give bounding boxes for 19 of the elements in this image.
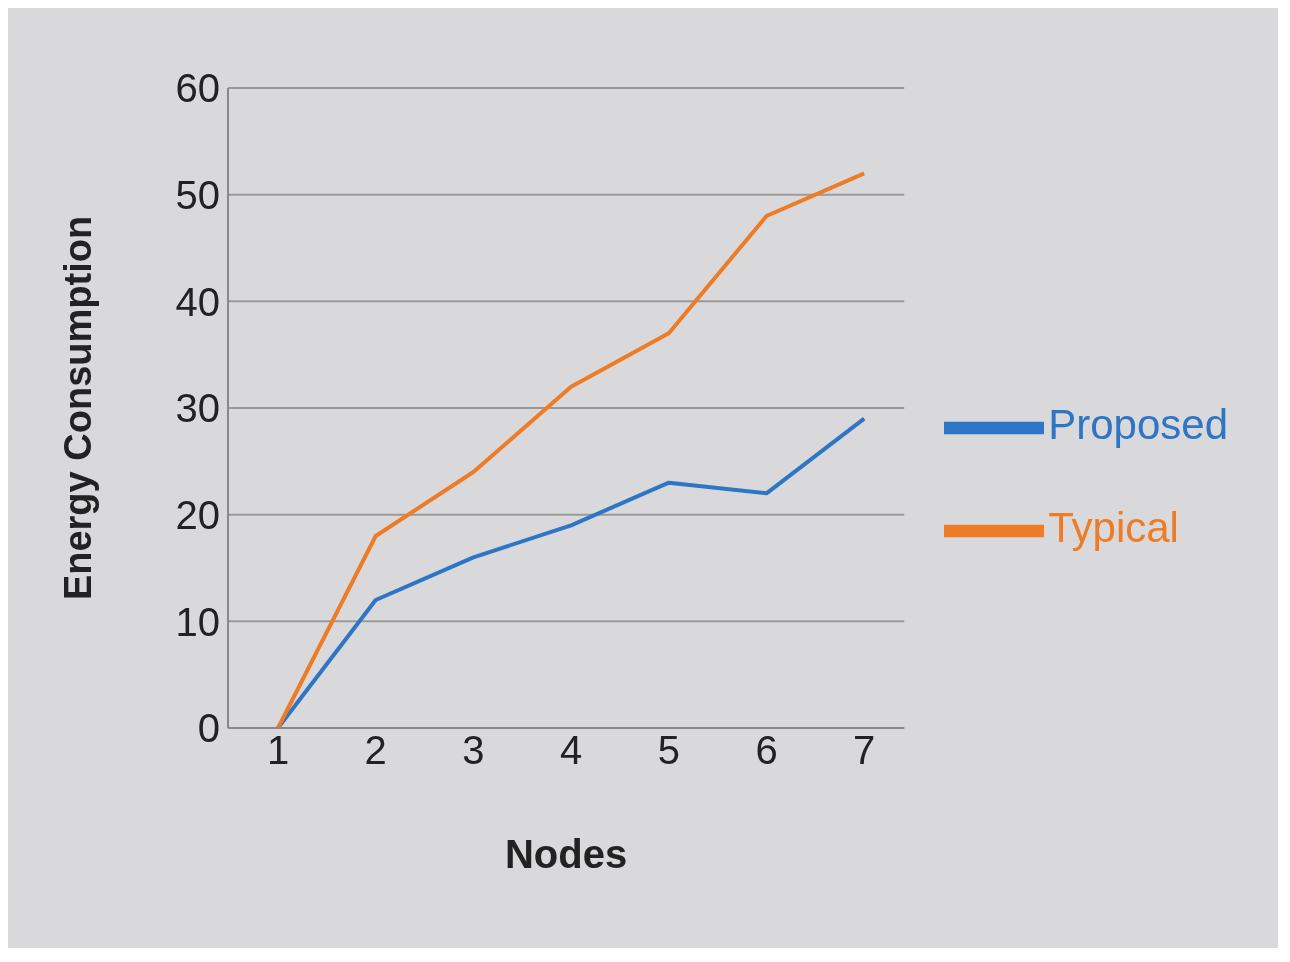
x-tick-label: 5 [657, 728, 680, 773]
y-axis-title: Energy Consumption [57, 215, 100, 601]
legend-label: Typical [1048, 504, 1179, 551]
x-tick-label: 1 [266, 728, 290, 773]
x-axis-title: Nodes [504, 832, 628, 876]
x-tick-label: 4 [559, 728, 583, 773]
y-tick-label: 50 [175, 172, 220, 217]
legend-label: Proposed [1048, 401, 1228, 449]
x-tick-label: 2 [364, 728, 387, 773]
y-tick-label: 0 [197, 706, 220, 751]
y-tick-label: 40 [175, 279, 220, 324]
x-tick-label: 6 [755, 728, 778, 773]
y-tick-label: 30 [175, 386, 220, 431]
line-series [276, 171, 867, 728]
y-tick-label: 10 [175, 599, 220, 644]
x-tick-label: 3 [462, 728, 485, 773]
y-tick-label: 60 [175, 66, 220, 111]
y-tick-label: 20 [175, 492, 220, 537]
x-tick-label: 7 [853, 728, 876, 773]
